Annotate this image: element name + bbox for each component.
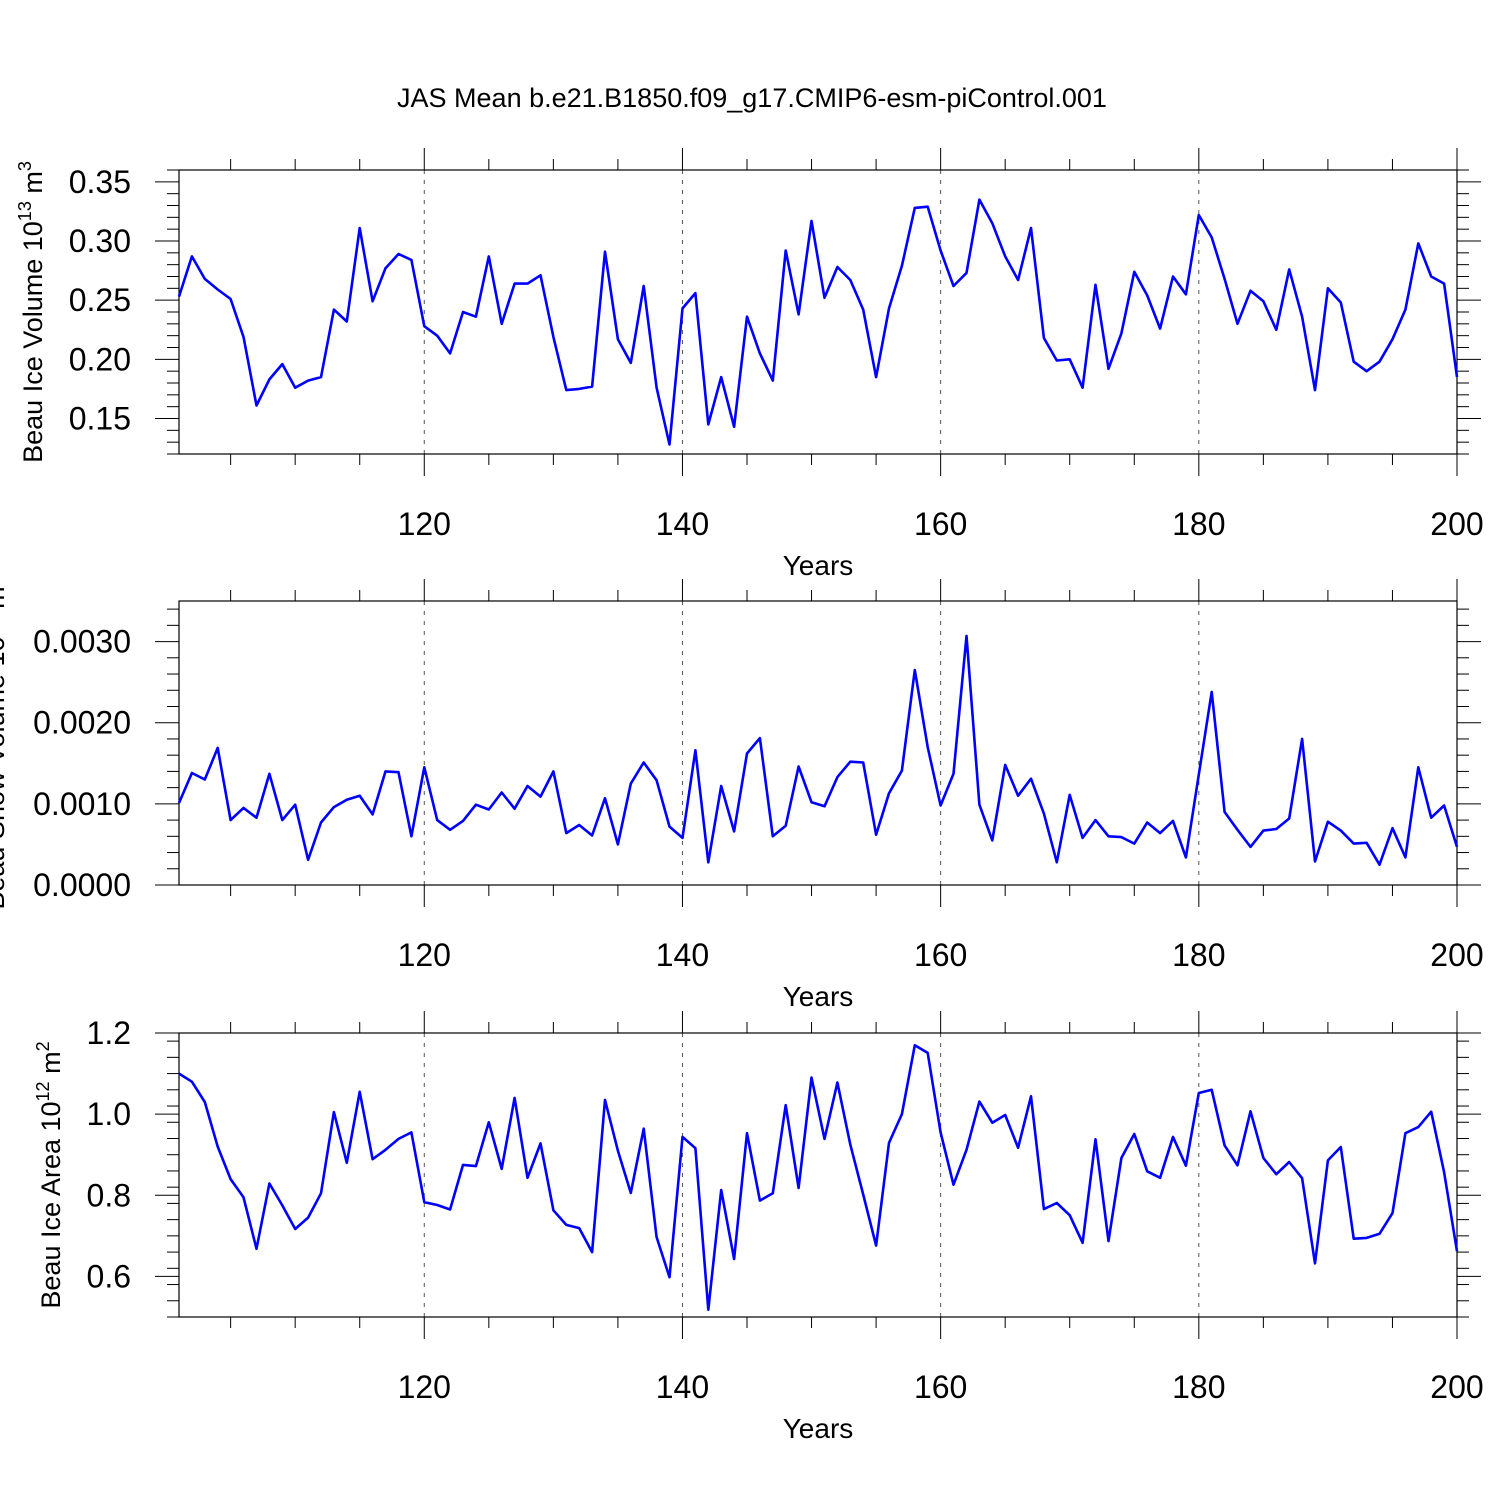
y-tick-label: 0.8 (87, 1177, 131, 1213)
y-axis-label: Beau Ice Volume 1013 m3 (15, 161, 48, 463)
y-tick-label: 0.0020 (33, 705, 131, 741)
y-label-base: Beau Ice Area 10 (36, 1101, 66, 1308)
figure-title: JAS Mean b.e21.B1850.f09_g17.CMIP6-esm-p… (397, 83, 1107, 113)
y-tick-label: 0.25 (69, 282, 131, 318)
x-tick-label: 160 (914, 1369, 967, 1405)
y-tick-label: 0.20 (69, 341, 131, 377)
x-axis-label: Years (783, 981, 854, 1012)
x-tick-label: 180 (1172, 506, 1225, 542)
x-tick-label: 140 (656, 937, 709, 973)
y-tick-label: 0.0010 (33, 786, 131, 822)
y-tick-label: 0.0000 (33, 867, 131, 903)
y-label-unit: m (0, 586, 10, 616)
ice-area-panel: 120 140 160 180 200 Years 0.6 0.8 1.0 1.2 Beau Ice… (33, 1011, 1484, 1444)
ice-area-series-line (178, 1043, 1459, 1311)
snow-volume-panel: 120 140 160 180 200 Years 0.0000 0.0010 0.0020 0.… (0, 576, 1484, 1012)
x-tick-label: 140 (656, 1369, 709, 1405)
y-tick-label: 0.0030 (33, 624, 131, 660)
ice-area-frame (178, 1032, 1458, 1318)
ice-volume-panel: 120 140 160 180 200 Years 0.15 0.20 0.25 0.30 0.35… (15, 148, 1484, 581)
y-tick-label: 1.2 (87, 1015, 131, 1051)
x-axis-label: Years (783, 1413, 854, 1444)
snow-volume-series-line (177, 634, 1459, 867)
y-tick-label: 0.6 (87, 1258, 131, 1294)
y-tick-label: 0.35 (69, 164, 131, 200)
y-label-exponent: 12 (33, 1081, 53, 1101)
y-label-unit-exponent: 3 (15, 161, 35, 171)
x-tick-label: 120 (398, 1369, 451, 1405)
x-tick-label: 160 (914, 937, 967, 973)
y-label-unit: m (36, 1051, 66, 1081)
x-tick-label: 200 (1430, 506, 1483, 542)
y-tick-label: 0.15 (69, 401, 131, 437)
snow-volume-frame (178, 600, 1458, 886)
y-tick-label: 1.0 (87, 1096, 131, 1132)
y-label-base: Beau Snow Volume 10 (0, 636, 10, 909)
x-axis-label: Years (783, 550, 854, 581)
ice-volume-frame (178, 169, 1458, 455)
x-tick-label: 140 (656, 506, 709, 542)
x-tick-label: 180 (1172, 937, 1225, 973)
x-tick-label: 120 (398, 937, 451, 973)
y-label-unit-exponent: 2 (33, 1041, 53, 1051)
x-tick-label: 160 (914, 506, 967, 542)
y-tick-label: 0.30 (69, 223, 131, 259)
y-label-unit: m (18, 171, 48, 201)
y-label-base: Beau Ice Volume 10 (18, 221, 48, 463)
x-tick-label: 120 (398, 506, 451, 542)
y-axis-label: Beau Ice Area 1012 m2 (33, 1041, 66, 1308)
ice-volume-series-line (177, 198, 1459, 446)
y-label-exponent: 13 (15, 201, 35, 221)
y-axis-label: Beau Snow Volume 1013 m3 (0, 576, 10, 909)
x-tick-label: 200 (1430, 1369, 1483, 1405)
x-tick-label: 180 (1172, 1369, 1225, 1405)
x-tick-label: 200 (1430, 937, 1483, 973)
